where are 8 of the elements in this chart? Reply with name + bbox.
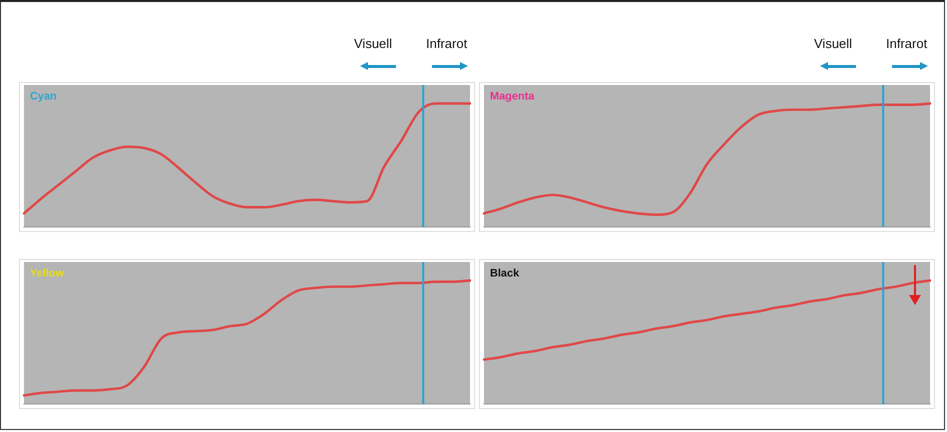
- text: Visuell: [354, 36, 392, 51]
- chart-title: Magenta: [490, 90, 536, 102]
- chart-title: Yellow: [30, 267, 65, 280]
- text: Visuell: [814, 36, 852, 51]
- chart-title: Black: [490, 267, 520, 280]
- chart-title: Cyan: [30, 90, 57, 102]
- text: Infrarot: [426, 36, 468, 51]
- text: Infrarot: [886, 36, 928, 51]
